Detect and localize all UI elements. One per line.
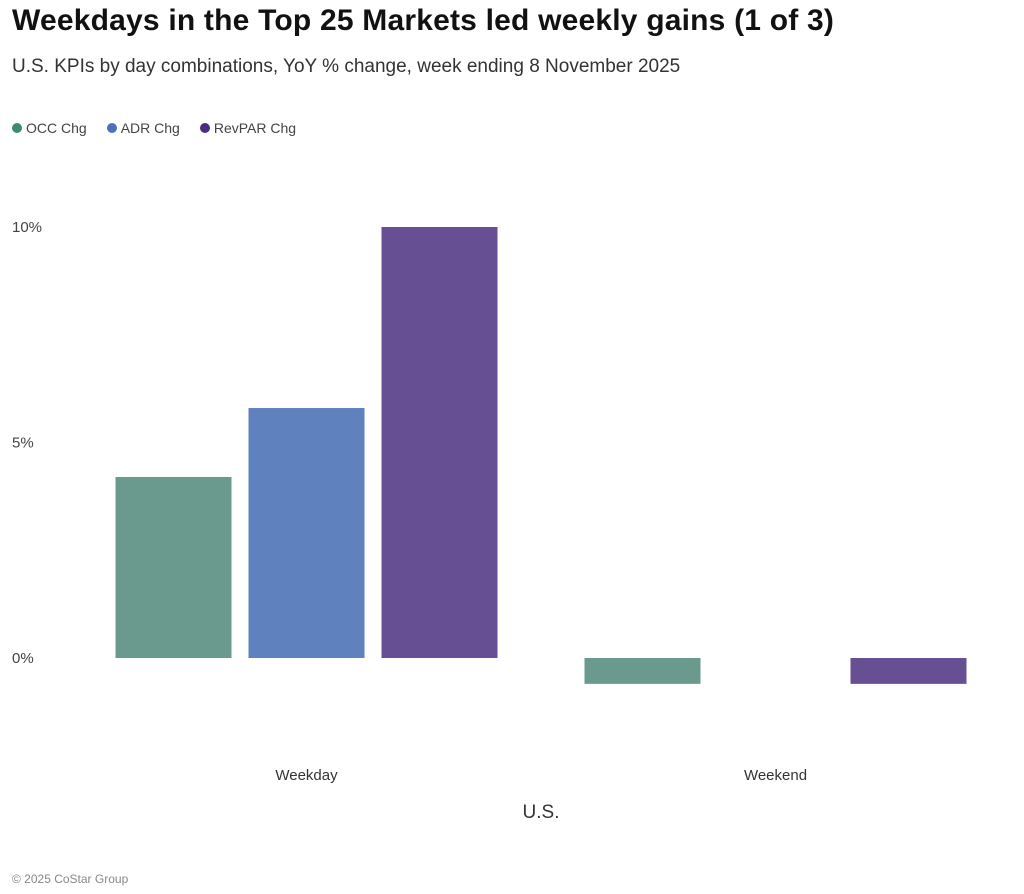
y-tick-label: 10% — [12, 219, 42, 236]
bar-weekend-occ-chg[interactable] — [584, 658, 701, 684]
chart-title: Weekdays in the Top 25 Markets led weekl… — [12, 4, 835, 37]
legend-item-adr[interactable]: ADR Chg — [106, 120, 180, 136]
bar-weekday-revpar-chg[interactable] — [381, 227, 498, 658]
legend-dot-revpar — [199, 123, 210, 133]
legend-label-adr: ADR Chg — [120, 120, 180, 136]
x-tick-label: Weekday — [275, 767, 338, 784]
legend: OCC Chg ADR Chg RevPAR Chg — [12, 120, 296, 136]
bar-weekday-occ-chg[interactable] — [115, 476, 232, 658]
chart-subtitle: U.S. KPIs by day combinations, YoY % cha… — [12, 56, 681, 77]
bar-weekend-revpar-chg[interactable] — [850, 658, 967, 684]
x-axis-title: U.S. — [523, 802, 560, 823]
copyright-footer: © 2025 CoStar Group — [12, 872, 129, 886]
legend-item-revpar[interactable]: RevPAR Chg — [199, 120, 297, 136]
legend-dot-adr — [106, 123, 117, 133]
y-tick-label: 0% — [12, 650, 34, 667]
legend-item-occ[interactable]: OCC Chg — [12, 120, 87, 136]
legend-label-occ: OCC Chg — [26, 120, 87, 136]
x-tick-label: Weekend — [744, 767, 807, 784]
legend-label-revpar: RevPAR Chg — [213, 120, 297, 136]
y-tick-label: 5% — [12, 435, 34, 452]
bar-weekday-adr-chg[interactable] — [248, 408, 365, 658]
legend-dot-occ — [12, 123, 22, 133]
bar-chart: 0% 5% 10% Weekday Weekend U.S. — [12, 219, 967, 823]
